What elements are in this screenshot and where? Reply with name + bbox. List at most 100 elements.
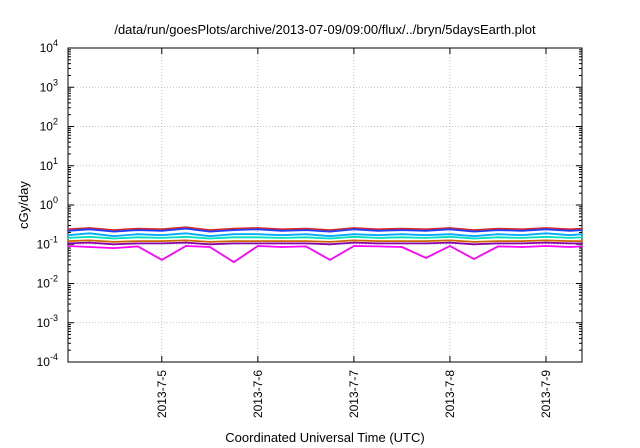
data-point: [473, 258, 475, 260]
data-point: [160, 242, 163, 245]
y-axis-label: cGy/day: [16, 181, 31, 229]
data-point: [569, 229, 571, 232]
data-point: [256, 233, 259, 236]
y-tick-label: 10-3: [37, 313, 58, 330]
data-point: [232, 261, 235, 263]
y-tick-label: 103: [40, 77, 58, 94]
data-point: [232, 233, 235, 236]
x-axis: 2013-7-5 2013-7-6 2013-7-7 2013-7-8 2013-7-9: [155, 48, 553, 418]
data-point: [473, 229, 475, 232]
data-point: [569, 242, 571, 245]
data-point: [545, 239, 547, 242]
data-point: [497, 240, 499, 243]
data-point: [88, 232, 91, 235]
data-point: [305, 227, 307, 230]
data-point: [160, 240, 163, 243]
data-point: [581, 229, 583, 232]
data-point: [280, 234, 283, 237]
data-point: [88, 241, 91, 244]
data-point: [449, 239, 451, 242]
y-tick-label: 104: [40, 38, 58, 55]
data-point: [569, 228, 571, 231]
data-point: [581, 240, 583, 243]
data-point: [473, 243, 475, 246]
data-point: [136, 240, 139, 243]
data-point: [449, 235, 451, 238]
data-point: [136, 229, 139, 232]
data-point: [353, 233, 355, 236]
data-point: [280, 237, 283, 239]
data-point: [545, 235, 547, 238]
data-point: [545, 241, 547, 244]
data-point: [473, 237, 475, 240]
plot-frame: [67, 47, 583, 363]
data-point: [449, 233, 451, 236]
data-point: [425, 229, 427, 232]
data-point: [160, 259, 163, 261]
data-point: [280, 228, 283, 231]
data-point: [497, 229, 499, 232]
series-line: [67, 239, 582, 243]
data-point: [280, 229, 283, 232]
data-point: [401, 236, 403, 239]
data-point: [329, 243, 331, 246]
data-point: [184, 227, 187, 230]
data-point: [136, 242, 139, 245]
data-point: [329, 237, 331, 240]
data-point: [377, 234, 379, 237]
data-point: [112, 243, 115, 246]
data-point: [425, 240, 427, 243]
data-point: [67, 242, 69, 245]
data-point: [521, 240, 523, 243]
data-point: [569, 237, 571, 239]
data-point: [160, 229, 163, 232]
y-tick-label: 10-4: [37, 352, 58, 369]
series-line: [67, 245, 583, 264]
data-point: [497, 227, 499, 230]
data-point: [425, 234, 427, 237]
series-line: [67, 232, 583, 238]
data-point: [232, 227, 235, 230]
data-point: [425, 237, 427, 239]
data-point: [401, 242, 403, 245]
data-point: [280, 240, 283, 243]
data-point: [569, 240, 571, 243]
data-point: [160, 237, 163, 239]
data-point: [581, 245, 583, 248]
data-point: [449, 245, 451, 247]
data-point: [425, 257, 427, 259]
data-point: [521, 246, 523, 248]
data-point: [256, 228, 259, 231]
data-point: [473, 230, 475, 233]
data-point: [497, 236, 499, 239]
data-point: [353, 239, 355, 242]
data-point: [67, 237, 69, 239]
x-tick-label: 2013-7-5: [155, 370, 169, 418]
data-point: [497, 242, 499, 245]
data-point: [401, 233, 403, 236]
data-point: [208, 246, 211, 248]
data-point: [208, 235, 211, 238]
data-point: [581, 227, 583, 230]
data-point: [545, 228, 547, 231]
data-point: [401, 229, 403, 232]
data-point: [136, 236, 139, 239]
data-point: [208, 243, 211, 246]
data-point: [256, 242, 259, 245]
y-tick-label: 10-1: [37, 234, 58, 251]
data-point: [136, 227, 139, 230]
data-point: [545, 245, 547, 247]
data-point: [377, 245, 379, 248]
data-point: [401, 240, 403, 243]
data-point: [353, 245, 355, 247]
data-point: [67, 229, 69, 232]
data-point: [473, 241, 475, 243]
data-point: [521, 237, 523, 239]
data-point: [305, 242, 307, 245]
data-point: [305, 236, 307, 239]
grid: [68, 48, 582, 362]
data-point: [136, 245, 139, 248]
y-tick-label: 10-2: [37, 274, 58, 291]
data-point: [112, 229, 115, 232]
